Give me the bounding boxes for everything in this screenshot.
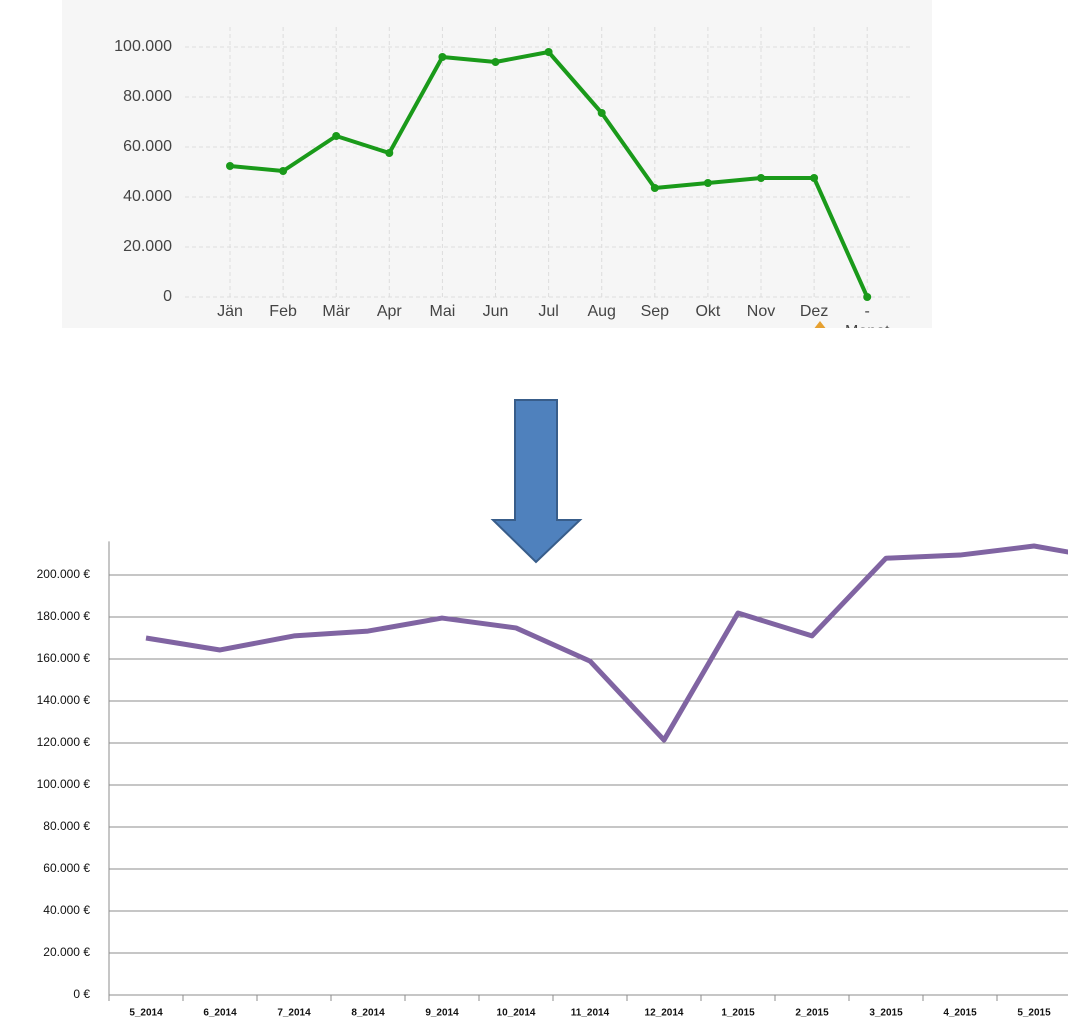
data-line: [145, 543, 1068, 743]
data-point: [810, 174, 819, 182]
x-tick-label: Mai: [430, 303, 456, 320]
y-tick-label: 0 €: [73, 987, 90, 1001]
x-tick-label: Dez: [800, 303, 828, 320]
x-tick-label: Feb: [269, 303, 297, 320]
y-tick-label: 60.000 €: [43, 861, 90, 875]
data-point: [544, 48, 553, 56]
y-tick-label: 100.000: [114, 38, 172, 55]
data-point: [597, 109, 606, 117]
x-tick-label: Aug: [587, 303, 615, 320]
top-chart-background: [62, 0, 932, 328]
data-point: [332, 132, 341, 140]
x-tick-label: 4_2015: [943, 1008, 977, 1019]
x-tick-label: 9_2014: [425, 1008, 459, 1019]
data-point: [863, 293, 872, 301]
data-point: [650, 184, 659, 192]
data-point: [226, 162, 234, 170]
data-point: [385, 149, 394, 157]
arrow: [490, 399, 583, 564]
x-tick-label: 12_2014: [645, 1008, 684, 1019]
x-tick-label: Jän: [217, 303, 243, 320]
x-tick-label: 2_2015: [795, 1008, 829, 1019]
y-tick-label: 180.000 €: [37, 609, 91, 623]
y-tick-label: 160.000 €: [37, 651, 91, 665]
y-tick-label: 120.000 €: [37, 735, 91, 749]
data-point: [703, 179, 712, 187]
y-tick-label: 80.000 €: [43, 819, 90, 833]
data-point: [438, 53, 447, 61]
x-tick-label: Jul: [538, 303, 558, 320]
x-tick-label: 7_2014: [277, 1008, 311, 1019]
top-chart: 0 20.000 40.000 60.000 80.000 100.000 Jän Feb Mä…: [114, 27, 910, 340]
x-tick-label: 11_2014: [571, 1008, 610, 1019]
x-tick-label: Apr: [377, 303, 403, 320]
x-tick-label: 3_2015: [869, 1008, 903, 1019]
bottom-chart: 0 € 20.000 € 40.000 € 60.000 € 80.000 € 100.0…: [37, 541, 1068, 1019]
y-tick-label: 200.000 €: [37, 567, 91, 581]
x-tick-label: 5_2014: [129, 1008, 163, 1019]
y-tick-label: 20.000 €: [43, 945, 90, 959]
y-tick-label: 0: [163, 288, 172, 305]
x-tick-label: 8_2014: [351, 1008, 385, 1019]
y-tick-label: 100.000 €: [37, 777, 91, 791]
y-tick-label: 140.000 €: [37, 693, 91, 707]
x-tick-label: 6_2014: [203, 1008, 237, 1019]
x-tick-label: 5_2015: [1017, 1008, 1051, 1019]
x-tick-label: Jun: [483, 303, 509, 320]
data-point: [491, 58, 500, 66]
x-tick-label: Sep: [641, 303, 670, 320]
y-tick-label: 20.000: [123, 238, 172, 255]
y-tick-label: 80.000: [123, 88, 172, 105]
x-tick-label: 10_2014: [497, 1008, 536, 1019]
x-tick-label: 1_2015: [721, 1008, 755, 1019]
x-tick-label: Okt: [695, 303, 720, 320]
y-tick-label: 40.000 €: [43, 903, 90, 917]
data-point: [757, 174, 765, 182]
y-tick-label: 40.000: [123, 188, 172, 205]
x-tick-label: Nov: [747, 303, 775, 320]
x-tick-label: -: [865, 303, 870, 320]
data-point: [279, 167, 288, 175]
sort-icon: [814, 321, 826, 328]
x-tick-label: Mär: [322, 303, 350, 320]
y-tick-label: 60.000: [123, 138, 172, 155]
x-axis-label: Monat: [845, 323, 890, 340]
